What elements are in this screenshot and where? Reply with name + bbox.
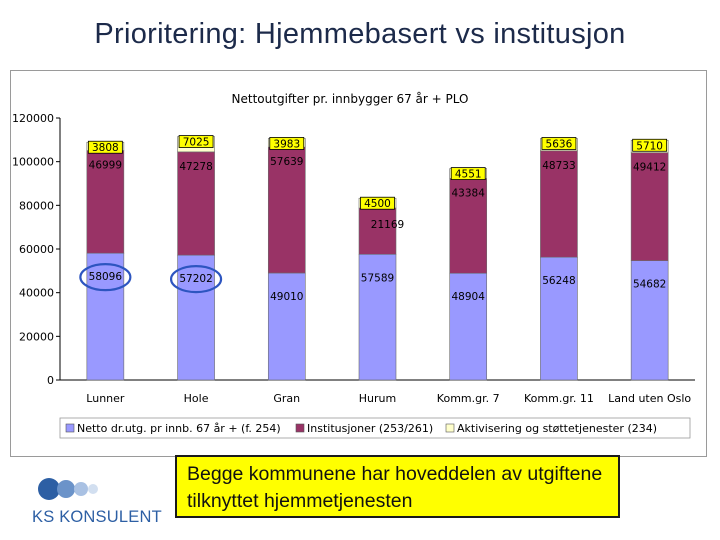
ks-konsulent-logo: KS KONSULENT [32, 474, 172, 532]
bar-segment [177, 254, 215, 381]
callout-box: Begge kommunene har hoveddelen av utgift… [175, 455, 620, 518]
stacked-bar-chart: Nettoutgifter pr. innbygger 67 år + PLO 0… [12, 92, 695, 439]
data-label-netto: 54682 [633, 279, 666, 291]
data-label-institusjoner: 57639 [270, 156, 303, 168]
data-label-netto: 58096 [89, 271, 123, 283]
x-tick-label: Lunner [86, 392, 125, 405]
bar-segment [449, 272, 488, 381]
x-tick-label: Hole [184, 392, 209, 405]
bar-segment [86, 150, 125, 254]
bar-segment [449, 178, 488, 274]
chart-frame [10, 70, 707, 457]
bar-segment [630, 260, 669, 381]
logo-dots-icon [38, 478, 98, 500]
y-tick-label: 80000 [19, 199, 54, 212]
y-tick-label: 0 [47, 374, 54, 387]
data-label-aktivisering: 3808 [92, 142, 119, 154]
data-label-box [632, 138, 668, 152]
data-label-institusjoner: 21169 [371, 219, 404, 231]
data-label-aktivisering: 3983 [273, 138, 300, 150]
legend-box [59, 417, 691, 439]
bar-segment [540, 256, 578, 381]
data-label-institusjoner: 47278 [179, 161, 212, 173]
data-label-aktivisering: 4551 [455, 169, 482, 181]
x-tick-label: Hurum [359, 392, 396, 405]
page-title: Prioritering: Hjemmebasert vs institusjo… [94, 18, 626, 50]
data-label-box [269, 137, 305, 150]
data-label-netto: 49010 [270, 291, 303, 303]
data-label-box [360, 196, 395, 210]
legend-swatch [445, 423, 455, 433]
y-tick-label: 60000 [19, 243, 54, 256]
x-tick-label: Gran [273, 392, 300, 405]
data-label-box [87, 140, 123, 154]
logo-text: KS KONSULENT [32, 508, 162, 526]
data-label-aktivisering: 5710 [636, 140, 663, 152]
data-label-netto: 57202 [179, 273, 212, 285]
bar-segment [540, 150, 578, 258]
y-tick-label: 100000 [12, 156, 54, 169]
legend-swatch [295, 423, 305, 433]
data-label-aktivisering: 7025 [183, 137, 210, 149]
bar-segment [86, 252, 125, 381]
bar-segment [177, 151, 215, 256]
data-label-netto: 57589 [361, 272, 394, 284]
chart-title: Nettoutgifter pr. innbygger 67 år + PLO [232, 92, 469, 106]
data-label-institusjoner: 43384 [452, 188, 486, 200]
bar-segment [358, 253, 397, 381]
highlight-ellipse [169, 265, 223, 294]
y-tick-label: 120000 [12, 112, 54, 125]
legend-label: Aktivisering og støttetjenester (234) [457, 422, 657, 435]
data-label-aktivisering: 5636 [546, 138, 573, 150]
data-label-aktivisering: 4500 [364, 198, 391, 210]
x-tick-label: Komm.gr. 11 [524, 392, 594, 405]
legend-swatch [65, 423, 75, 433]
bar-segment [358, 207, 397, 255]
data-label-institusjoner: 46999 [89, 160, 122, 172]
legend-label: Netto dr.utg. pr innb. 67 år + (f. 254) [77, 422, 281, 435]
data-label-netto: 48904 [452, 291, 486, 303]
y-tick-label: 40000 [19, 287, 54, 300]
x-tick-label: Land uten Oslo [608, 392, 691, 405]
callout-text: Begge kommunene har hoveddelen av utgift… [187, 463, 603, 512]
data-label-box [541, 137, 577, 150]
data-label-institusjoner: 48733 [542, 160, 575, 172]
data-label-netto: 56248 [542, 275, 575, 287]
highlight-ellipse [79, 263, 132, 292]
legend-label: Institusjoner (253/261) [307, 422, 433, 435]
data-label-institusjoner: 49412 [633, 162, 666, 174]
data-label-box [178, 135, 214, 148]
y-tick-label: 20000 [19, 330, 54, 343]
data-label-box [450, 167, 486, 180]
bar-segment [267, 272, 306, 381]
bar-segment [267, 146, 306, 274]
bar-segment [630, 152, 669, 261]
x-tick-label: Komm.gr. 7 [437, 392, 500, 405]
